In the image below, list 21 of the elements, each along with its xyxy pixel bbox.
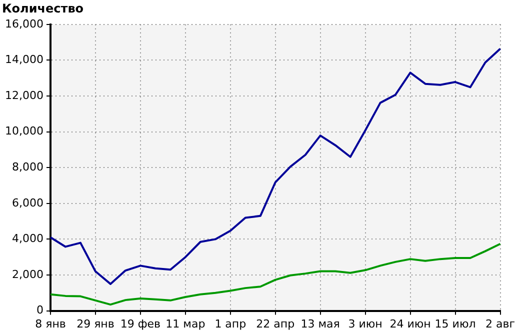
x-tick-label: 3 июн	[348, 317, 382, 330]
chart-title: Количество	[2, 1, 84, 16]
y-tick-label: 10,000	[4, 124, 44, 138]
x-tick-label: 1 апр	[214, 317, 246, 330]
x-tick-label: 8 янв	[35, 317, 66, 330]
x-tick-label: 11 мар	[166, 317, 206, 330]
y-tick-label: 6,000	[12, 196, 44, 210]
y-tick-label: 12,000	[4, 88, 44, 102]
y-tick-label: 16,000	[4, 17, 44, 30]
y-tick-label: 14,000	[4, 53, 44, 66]
y-tick-label: 8,000	[12, 160, 44, 174]
x-tick-label: 22 апр	[256, 317, 295, 330]
x-tick-label: 2 авг	[486, 317, 516, 330]
x-tick-label: 24 июн	[390, 317, 431, 330]
x-tick-label: 19 фев	[120, 317, 161, 330]
x-tick-label: 15 июл	[434, 317, 476, 330]
x-tick-label: 13 мая	[300, 317, 340, 330]
y-tick-label: 0	[36, 304, 44, 317]
x-tick-label: 29 янв	[76, 317, 114, 330]
y-tick-label: 4,000	[12, 232, 44, 246]
y-tick-label: 2,000	[12, 268, 44, 281]
